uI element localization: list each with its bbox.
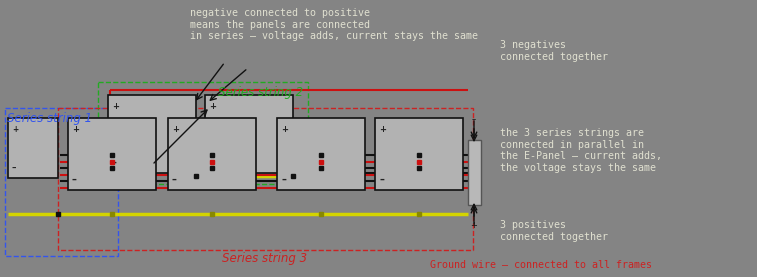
Text: Series string 2: Series string 2	[218, 86, 303, 99]
Text: –: –	[209, 158, 214, 168]
Text: –: –	[12, 164, 17, 173]
Text: –: –	[112, 158, 117, 168]
Text: Series string 3: Series string 3	[223, 252, 307, 265]
Bar	[98, 82, 308, 184]
Text: –: –	[472, 115, 476, 124]
Bar	[468, 140, 481, 205]
Bar	[108, 95, 196, 173]
Text: +: +	[379, 125, 386, 134]
Text: +: +	[172, 125, 179, 134]
Text: –: –	[72, 175, 77, 185]
Bar	[5, 108, 118, 256]
Text: the 3 series strings are
connected in parallel in
the E-Panel – current adds,
th: the 3 series strings are connected in pa…	[500, 128, 662, 173]
Bar	[58, 108, 473, 250]
Text: +: +	[209, 102, 216, 111]
Text: negative connected to positive
means the panels are connected
in series – voltag: negative connected to positive means the…	[190, 8, 478, 41]
Text: –: –	[379, 175, 384, 185]
Text: –: –	[281, 175, 286, 185]
Text: +: +	[471, 221, 478, 230]
Text: +: +	[281, 125, 288, 134]
Text: +: +	[112, 102, 119, 111]
Text: 3 positives
connected together: 3 positives connected together	[500, 220, 608, 242]
Bar	[205, 95, 293, 173]
Bar	[68, 118, 156, 190]
Text: +: +	[72, 125, 79, 134]
Bar	[168, 118, 256, 190]
Text: Series string 1: Series string 1	[7, 112, 92, 125]
Text: 3 negatives
connected together: 3 negatives connected together	[500, 40, 608, 61]
Bar	[375, 118, 463, 190]
Text: Ground wire – connected to all frames: Ground wire – connected to all frames	[430, 260, 652, 270]
Bar	[277, 118, 365, 190]
Text: –: –	[172, 175, 177, 185]
Text: +: +	[12, 125, 18, 134]
Bar	[8, 118, 58, 178]
